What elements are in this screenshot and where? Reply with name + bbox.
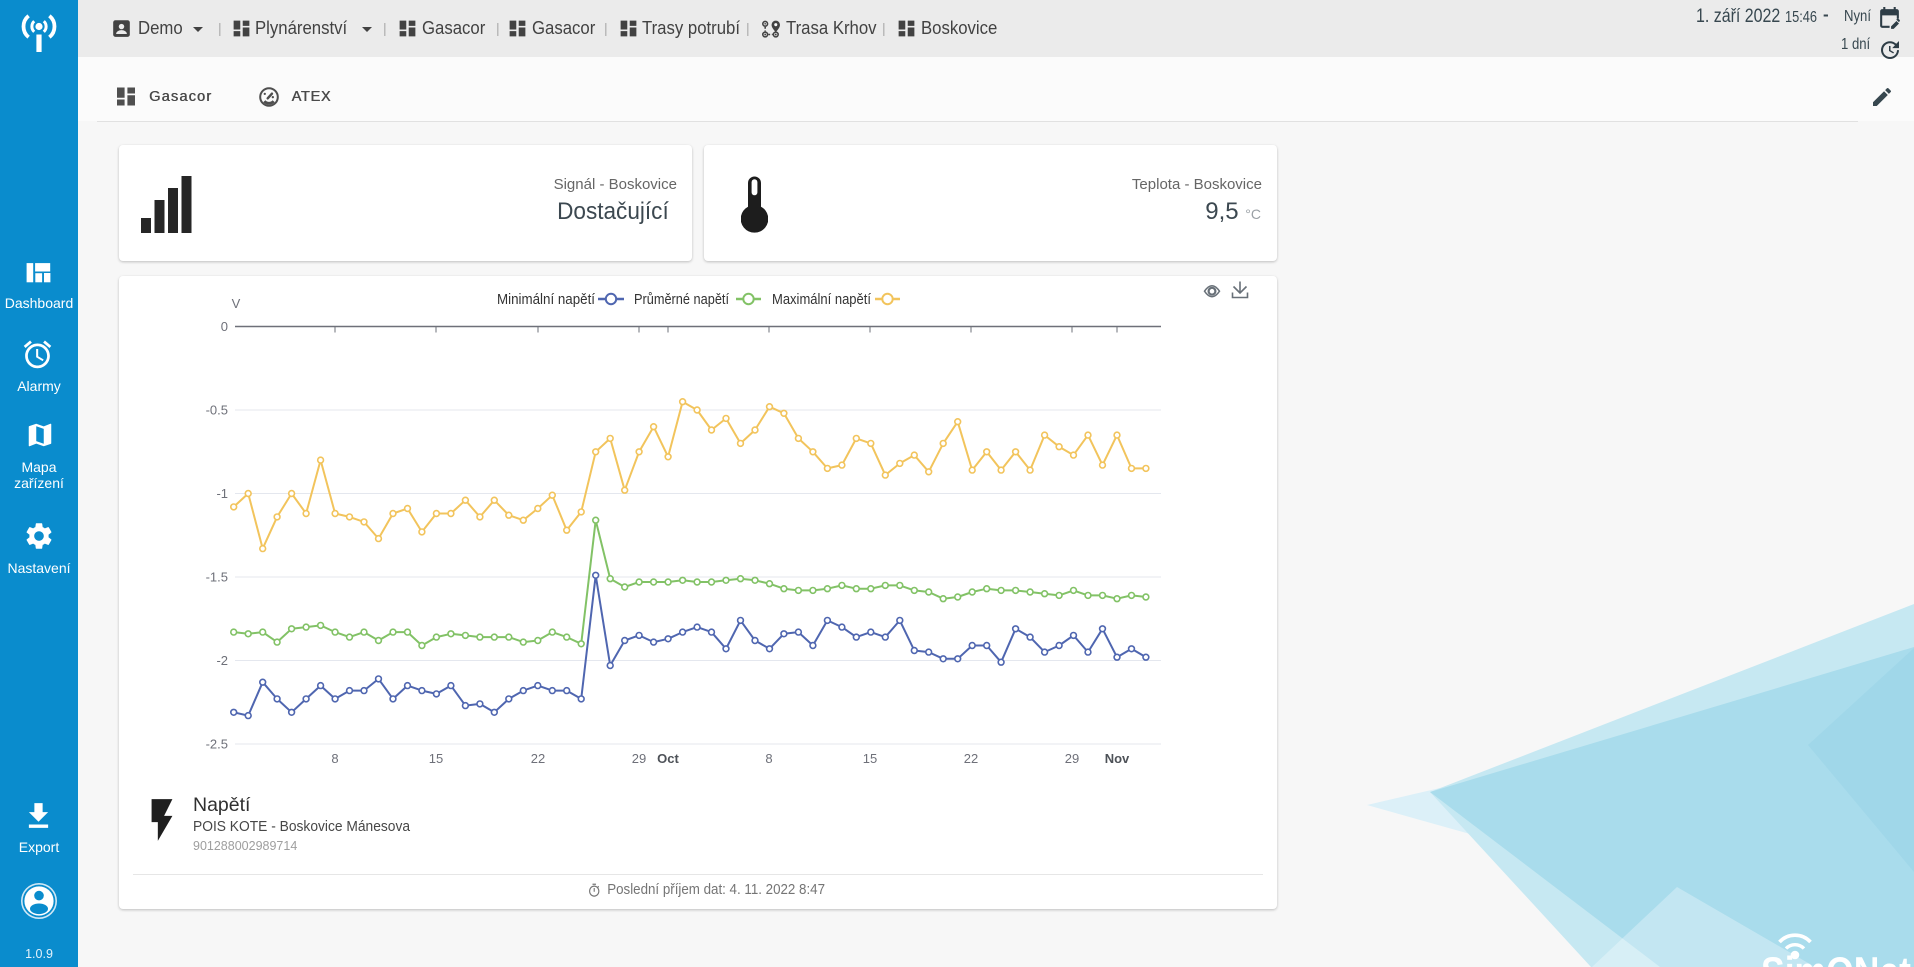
svg-text:Minimální napětí: Minimální napětí (497, 292, 595, 308)
svg-text:Průměrné napětí: Průměrné napětí (634, 292, 729, 308)
svg-text:-2: -2 (216, 653, 228, 668)
svg-text:SimONet: SimONet (1761, 948, 1911, 967)
svg-text:29: 29 (632, 751, 646, 766)
svg-text:22: 22 (531, 751, 545, 766)
svg-text:29: 29 (1065, 751, 1079, 766)
svg-text:0: 0 (221, 319, 228, 334)
svg-text:15: 15 (429, 751, 443, 766)
svg-text:-1.5: -1.5 (206, 570, 228, 585)
svg-text:Maximální napětí: Maximální napětí (772, 292, 871, 308)
svg-text:V: V (232, 296, 241, 311)
svg-text:15: 15 (863, 751, 877, 766)
svg-text:-1: -1 (216, 486, 228, 501)
svg-text:Oct: Oct (657, 751, 679, 766)
svg-text:Nov: Nov (1105, 751, 1130, 766)
svg-text:-2.5: -2.5 (206, 737, 228, 752)
svg-text:8: 8 (765, 751, 772, 766)
svg-text:-0.5: -0.5 (206, 403, 228, 418)
svg-text:8: 8 (331, 751, 338, 766)
svg-text:22: 22 (964, 751, 978, 766)
